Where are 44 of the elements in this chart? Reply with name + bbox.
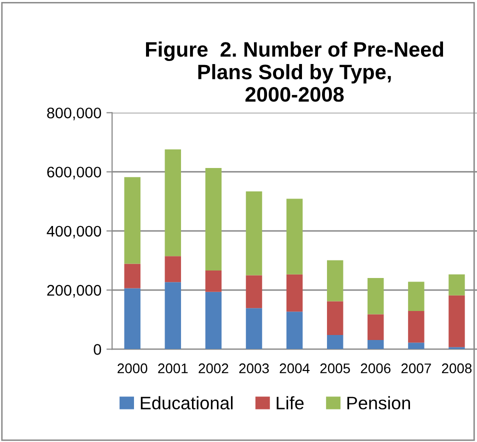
bar: [246, 308, 262, 350]
bar: [368, 278, 384, 314]
x-tick-label: 2004: [280, 363, 310, 374]
y-tick-label: 400,000: [46, 226, 102, 238]
bar: [246, 191, 262, 276]
bar: [448, 295, 465, 348]
legend-label: Pension: [347, 396, 410, 410]
x-tick-label: 2005: [320, 363, 350, 374]
bar: [124, 177, 140, 264]
x-tick-label: 2001: [158, 363, 188, 374]
bar: [124, 288, 140, 350]
bar: [205, 168, 222, 271]
bar: [164, 282, 182, 350]
legend-label: Educational: [140, 396, 233, 410]
bar: [286, 274, 303, 312]
bar: [205, 270, 222, 292]
y-tick-label: 200,000: [47, 284, 102, 298]
bar: [205, 292, 222, 350]
y-tick-label: 0: [94, 344, 102, 355]
chart-title: Figure 2. Number of Pre-Need Plans Sold by Type, 2000-2008: [146, 42, 444, 102]
x-tick-label: 2002: [198, 363, 228, 374]
bar: [286, 312, 303, 350]
bar: [448, 274, 465, 296]
bar: [326, 301, 344, 335]
bar: [326, 260, 344, 302]
legend-label: Life: [276, 396, 304, 410]
bar: [246, 275, 262, 308]
bar: [164, 256, 182, 282]
bar: [124, 264, 140, 288]
bar: [408, 282, 424, 312]
y-tick-label: 600,000: [47, 166, 102, 180]
x-tick-label: 2007: [401, 363, 431, 374]
x-tick-label: 2008: [442, 363, 472, 374]
bar: [326, 334, 344, 350]
bar: [408, 342, 424, 350]
x-tick-label: 2003: [239, 363, 269, 374]
bar: [286, 198, 303, 274]
x-tick-label: 2006: [360, 363, 390, 374]
bar: [164, 149, 182, 256]
y-tick-label: 800,000: [47, 108, 102, 120]
bar: [408, 311, 424, 343]
x-tick-label: 2000: [118, 363, 148, 374]
bar: [368, 314, 384, 340]
bar: [368, 340, 384, 350]
